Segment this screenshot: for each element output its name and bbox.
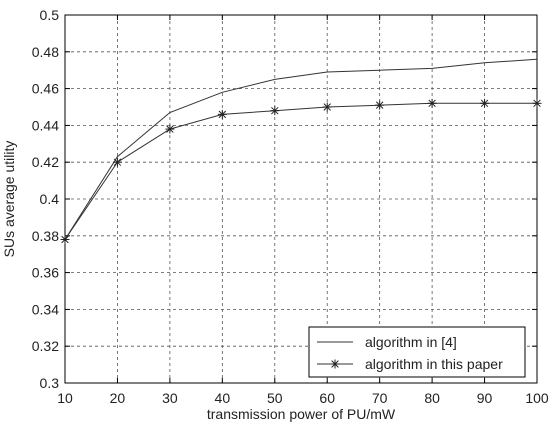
legend-label-algorithm-in-this-paper: algorithm in this paper (365, 356, 503, 372)
star-stroke (375, 101, 384, 109)
series-line-2 (64, 102, 537, 240)
y-tick-label: 0.36 (32, 265, 59, 281)
star-marker (480, 98, 490, 108)
y-axis-label: SUs average utility (1, 141, 17, 258)
y-tick-label: 0.32 (32, 338, 59, 354)
x-tick-label: 90 (477, 390, 493, 406)
x-tick-label: 40 (215, 390, 231, 406)
legend-box (308, 326, 526, 378)
star-stroke (428, 99, 436, 108)
series-line-1 (64, 58, 538, 240)
star-stroke (480, 99, 489, 108)
star-stroke (166, 125, 174, 133)
star-stroke (218, 110, 227, 119)
star-marker (330, 359, 340, 369)
y-tick-label: 0.38 (32, 228, 59, 244)
y-tick-label: 0.42 (32, 154, 59, 170)
x-tick-label: 50 (267, 390, 283, 406)
y-tick-label: 0.34 (32, 301, 59, 317)
x-tick-label: 60 (319, 390, 335, 406)
y-tick-label: 0.3 (40, 375, 60, 391)
star-stroke (533, 99, 541, 108)
star-stroke (331, 360, 339, 368)
legend: algorithm in [4] algorithm in this paper (308, 326, 526, 378)
x-tick-label: 80 (424, 390, 440, 406)
legend-label-algorithm-in-4: algorithm in [4] (365, 334, 457, 350)
star-marker (112, 157, 122, 167)
star-marker (165, 124, 175, 134)
x-tick-label: 20 (110, 390, 126, 406)
y-tick-label: 0.5 (40, 7, 60, 23)
star-marker (427, 98, 437, 108)
star-stroke (113, 158, 122, 166)
legend-star-marker (330, 359, 340, 369)
x-tick-label: 10 (57, 390, 73, 406)
star-marker (532, 98, 542, 108)
x-tick-label: 100 (525, 390, 549, 406)
grid (65, 15, 537, 383)
star-marker (322, 102, 332, 112)
y-tick-label: 0.4 (40, 191, 60, 207)
y-tick-label: 0.46 (32, 81, 59, 97)
x-tick-label: 70 (372, 390, 388, 406)
series-layer (60, 58, 542, 244)
star-marker (270, 106, 280, 116)
x-axis-label: transmission power of PU/mW (207, 406, 396, 422)
star-stroke (323, 103, 331, 111)
star-marker (217, 109, 227, 119)
axis-ticks: 10 20 30 40 50 60 70 80 90 100 0.3 0.32 0.34 0.36 0.38… (32, 7, 549, 406)
y-tick-label: 0.48 (32, 44, 59, 60)
star-stroke (271, 106, 279, 115)
star-stroke (61, 235, 69, 244)
star-marker (375, 100, 385, 110)
y-tick-label: 0.44 (32, 117, 59, 133)
star-marker (60, 234, 70, 244)
x-tick-label: 30 (162, 390, 178, 406)
